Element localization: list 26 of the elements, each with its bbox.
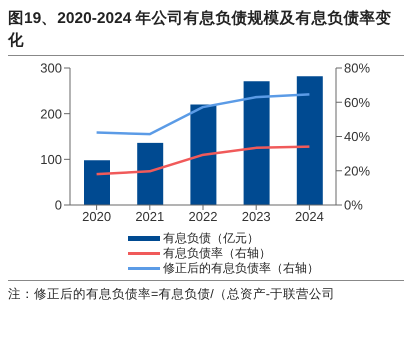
line-series — [95, 93, 311, 136]
y-tick-label: 300 — [40, 60, 62, 76]
bar — [137, 142, 164, 205]
bar — [244, 81, 270, 205]
bar — [190, 104, 216, 205]
y-tick-label: 0 — [54, 198, 62, 213]
x-tick-label: 2023 — [242, 209, 271, 224]
y2-tick-label: 40% — [344, 129, 370, 144]
legend-label: 修正后的有息负债率（右轴） — [163, 261, 319, 276]
y2-tick-label: 80% — [344, 60, 370, 76]
text: 注：修正后的有息负债率=有息负债/（总资产-于联营公司 — [8, 286, 336, 303]
x-tick-label: 2020 — [82, 209, 112, 224]
y-tick-label: 200 — [40, 106, 62, 122]
line-series — [95, 145, 311, 176]
x-tick-label: 2021 — [135, 209, 164, 224]
x-tick-label: 2024 — [294, 209, 324, 224]
y-tick-label: 100 — [40, 152, 62, 167]
x-tick-label: 2022 — [188, 209, 218, 224]
legend-label: 有息负债率（右轴） — [163, 246, 271, 261]
bar — [84, 160, 110, 205]
legend-label: 有息负债（亿元） — [163, 231, 259, 246]
y2-tick-label: 0% — [344, 198, 364, 213]
y2-tick-label: 20% — [344, 163, 370, 178]
bar — [296, 76, 323, 205]
y2-tick-label: 60% — [344, 94, 370, 110]
chart-title: 图19、2020-2024 年公司有息负债规模及有息负债率变化 — [8, 8, 404, 56]
